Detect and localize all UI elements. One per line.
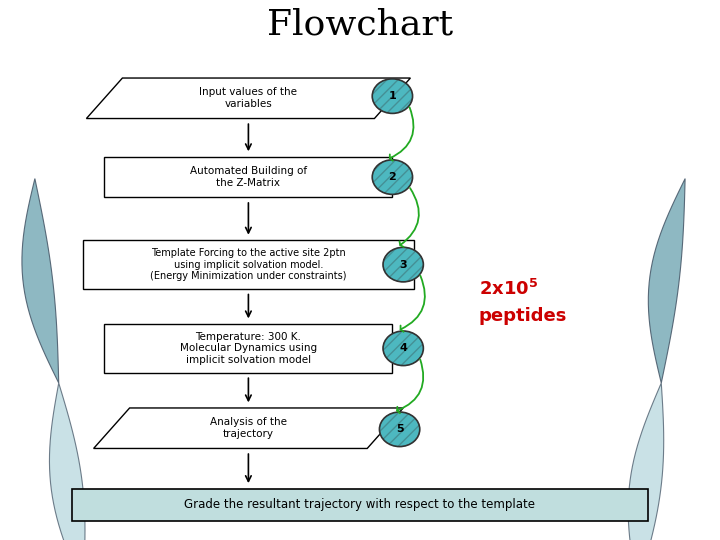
Text: 3: 3 [400,260,407,269]
Text: 2: 2 [389,172,396,182]
Text: peptides: peptides [479,307,567,325]
Ellipse shape [379,412,420,447]
Polygon shape [94,408,403,448]
FancyBboxPatch shape [104,324,392,373]
FancyBboxPatch shape [83,240,414,289]
Polygon shape [628,383,664,540]
Ellipse shape [372,160,413,194]
Text: 5: 5 [396,424,403,434]
Text: Automated Building of
the Z-Matrix: Automated Building of the Z-Matrix [190,166,307,188]
Text: $\mathbf{2x10^5}$: $\mathbf{2x10^5}$ [479,279,538,299]
Text: 1: 1 [389,91,396,101]
Text: Grade the resultant trajectory with respect to the template: Grade the resultant trajectory with resp… [184,498,536,511]
FancyBboxPatch shape [72,489,648,521]
Text: Temperature: 300 K.
Molecular Dynamics using
implicit solvation model: Temperature: 300 K. Molecular Dynamics u… [180,332,317,365]
Ellipse shape [372,79,413,113]
Polygon shape [50,383,85,540]
Polygon shape [22,179,59,383]
Text: Analysis of the
trajectory: Analysis of the trajectory [210,417,287,439]
Polygon shape [648,179,685,383]
FancyBboxPatch shape [104,157,392,197]
Text: 4: 4 [400,343,407,353]
Ellipse shape [383,331,423,366]
Ellipse shape [383,247,423,282]
Text: Input values of the
variables: Input values of the variables [199,87,297,109]
Text: Flowchart: Flowchart [267,8,453,41]
Text: Template Forcing to the active site 2ptn
using implicit solvation model.
(Energy: Template Forcing to the active site 2ptn… [150,248,346,281]
Polygon shape [86,78,410,119]
